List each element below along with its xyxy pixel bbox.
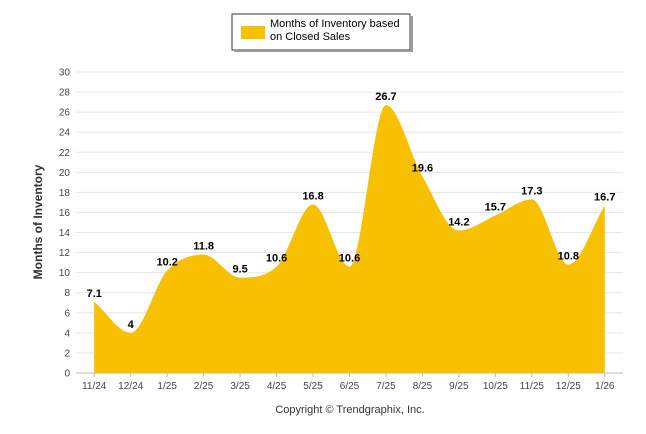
x-tick-label: 4/25 (267, 381, 287, 392)
data-label: 9.5 (232, 264, 247, 276)
x-tick-label: 3/25 (230, 381, 250, 392)
y-tick-label: 18 (59, 188, 71, 199)
x-tick-label: 1/25 (157, 381, 177, 392)
y-tick-label: 2 (64, 348, 70, 359)
y-axis-title: Months of Inventory (31, 164, 45, 279)
y-tick-label: 8 (64, 288, 70, 299)
copyright-text: Copyright © Trendgraphix, Inc. (275, 404, 424, 416)
data-label: 16.7 (594, 191, 615, 203)
x-tick-label: 5/25 (303, 381, 323, 392)
data-label: 7.1 (87, 288, 102, 300)
data-label: 10.6 (266, 253, 287, 265)
data-label: 15.7 (485, 201, 506, 213)
y-tick-label: 22 (59, 148, 71, 159)
x-tick-label: 10/25 (483, 381, 508, 392)
x-tick-label: 9/25 (449, 381, 469, 392)
data-label: 10.2 (156, 257, 177, 269)
y-tick-label: 0 (64, 369, 70, 380)
y-tick-label: 4 (64, 328, 70, 339)
data-label: 16.8 (302, 190, 323, 202)
y-tick-label: 30 (59, 68, 71, 79)
y-tick-label: 12 (59, 248, 71, 259)
legend-label-line-2: on Closed Sales (270, 31, 351, 43)
data-label: 11.8 (193, 241, 214, 253)
x-axis-ticks: 11/24 12/24 1/25 2/25 3/25 4/25 5/25 6/25 7/25 8/… (82, 373, 615, 392)
data-label: 19.6 (412, 162, 433, 174)
data-labels: 7.1 4 10.2 11.8 9.5 10.6 16.8 10.6 26.7 19.6 14.2 1… (87, 91, 616, 331)
data-label: 10.6 (339, 253, 360, 265)
x-tick-label: 7/25 (376, 381, 396, 392)
data-label: 4 (128, 319, 135, 331)
y-tick-label: 26 (59, 108, 71, 119)
legend-label-line-1: Months of Inventory based (270, 18, 400, 30)
x-tick-label: 11/24 (82, 381, 107, 392)
y-tick-label: 20 (59, 168, 71, 179)
y-tick-label: 14 (59, 228, 71, 239)
y-tick-label: 24 (59, 128, 71, 139)
y-tick-label: 28 (59, 88, 71, 99)
data-label: 10.8 (558, 251, 579, 263)
legend-swatch (241, 26, 265, 39)
x-tick-label: 1/26 (595, 381, 615, 392)
x-tick-label: 11/25 (520, 381, 545, 392)
data-label: 17.3 (521, 185, 542, 197)
area-series (94, 105, 605, 374)
legend-shadow-right (410, 16, 413, 52)
x-tick-label: 2/25 (194, 381, 214, 392)
data-label: 26.7 (375, 91, 396, 103)
data-label: 14.2 (448, 217, 469, 229)
x-tick-label: 8/25 (413, 381, 433, 392)
y-tick-label: 16 (59, 208, 71, 219)
x-tick-label: 12/25 (556, 381, 581, 392)
legend[interactable]: Months of Inventory based on Closed Sale… (231, 13, 413, 52)
x-tick-label: 6/25 (340, 381, 360, 392)
y-tick-label: 10 (59, 268, 71, 279)
area-fill (94, 105, 605, 374)
legend-shadow-bottom (234, 50, 413, 52)
y-tick-label: 6 (64, 308, 70, 319)
x-tick-label: 12/24 (118, 381, 143, 392)
